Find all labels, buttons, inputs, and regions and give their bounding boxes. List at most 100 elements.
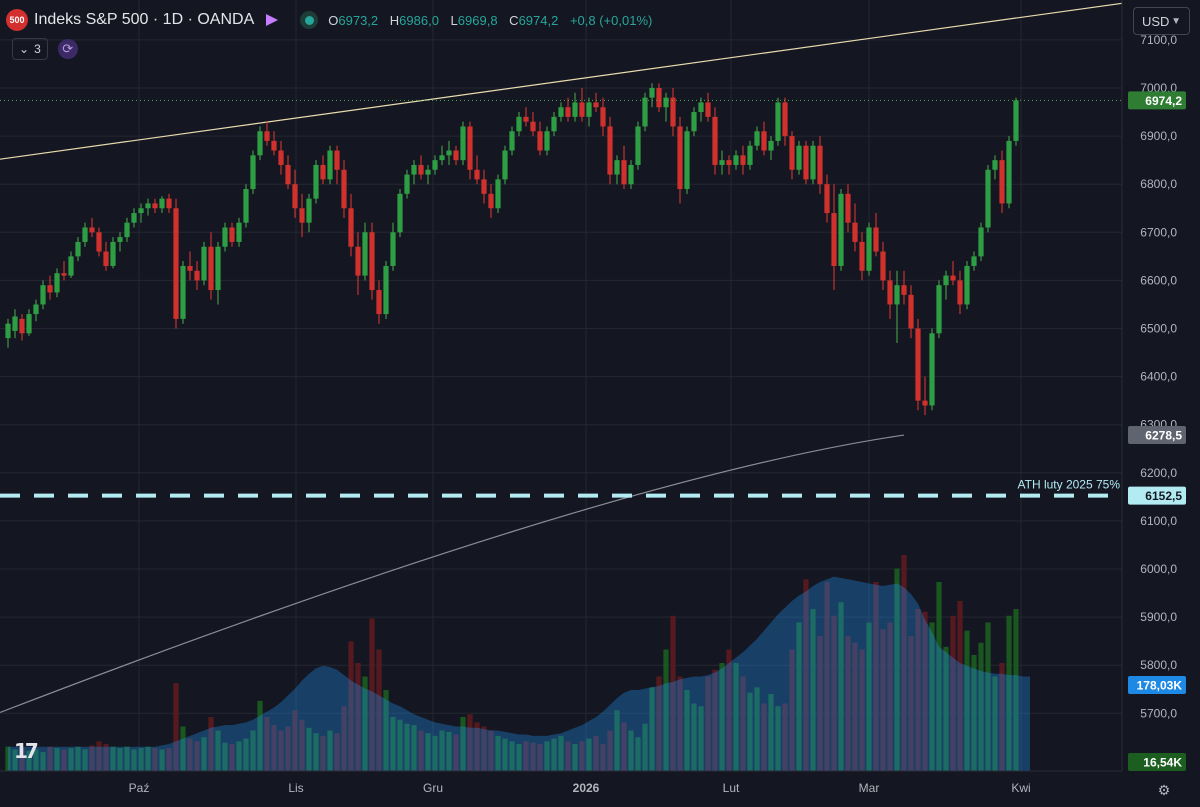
volume-bar <box>537 744 543 771</box>
flag-icon[interactable] <box>266 14 279 26</box>
volume-bar <box>593 735 599 771</box>
candle-body <box>621 160 627 185</box>
volume-bar <box>523 741 529 771</box>
volume-bar <box>68 748 74 771</box>
volume-bar <box>390 717 396 771</box>
candle-body <box>775 102 781 141</box>
candle-body <box>250 155 256 190</box>
volume-bar <box>565 741 571 771</box>
candle-body <box>159 198 165 209</box>
volume-bar <box>446 731 452 771</box>
time-tick-label: Lis <box>288 781 303 795</box>
open-value: 6973,2 <box>338 12 379 28</box>
volume-bar <box>488 730 494 771</box>
ath-price-badge: 6152,5 <box>1145 489 1182 503</box>
candle-body <box>411 164 417 175</box>
candle-body <box>796 145 802 170</box>
candle-body <box>320 164 326 180</box>
volume-bar <box>194 741 200 771</box>
candle-body <box>68 256 74 276</box>
volume-bar <box>943 646 949 771</box>
candle-body <box>355 246 361 276</box>
volume-bar <box>131 749 137 771</box>
ath-price-badge-bg <box>1128 486 1186 505</box>
volume-bar <box>901 555 907 771</box>
volume-bar <box>411 725 417 771</box>
volume-bar <box>96 741 102 771</box>
trendline-segment <box>0 0 1151 160</box>
volume-bar <box>145 746 151 771</box>
volume-bar <box>236 741 242 771</box>
refresh-icon[interactable]: ⟳ <box>57 39 78 59</box>
volume-bar <box>348 641 354 771</box>
volume-bar <box>894 568 900 771</box>
volume-bar <box>201 737 207 771</box>
symbol-title[interactable]: Indeks S&P 500 · 1D · OANDA <box>34 11 255 28</box>
volume-ma-area <box>8 576 1030 771</box>
volume-bar <box>915 609 921 771</box>
volume-bar <box>516 744 522 771</box>
volume-bar <box>418 730 424 771</box>
candle-body <box>271 140 277 151</box>
volume-bar <box>278 730 284 771</box>
candle-body <box>936 285 942 334</box>
volume-bar <box>803 579 809 771</box>
volume-bar <box>544 741 550 771</box>
candle-body <box>971 256 977 266</box>
candle-body <box>110 241 116 266</box>
tradingview-logo-icon[interactable]: 17 <box>14 739 39 763</box>
price-axis-panel[interactable] <box>1122 0 1200 807</box>
volume-bar <box>215 730 221 771</box>
symbol-logo[interactable]: 500 <box>6 9 28 31</box>
candle-body <box>747 145 753 165</box>
settings-icon[interactable]: ⚙ <box>1157 781 1171 798</box>
candle-body <box>761 131 767 151</box>
volume-bar <box>110 746 116 771</box>
indicator-row: ⌄ 3 ⟳ <box>12 38 78 60</box>
candle-body <box>551 116 557 132</box>
volume-bar <box>1013 609 1019 771</box>
volume-bar <box>404 723 410 771</box>
ma-price-badge-bg <box>1128 426 1186 445</box>
candle-body <box>278 150 284 165</box>
currency-selector[interactable]: USD ▼ <box>1133 7 1190 35</box>
volume-bar <box>789 649 795 771</box>
trendline[interactable] <box>0 0 1153 160</box>
volume-bar <box>866 622 872 771</box>
volume-bar <box>530 742 536 771</box>
price-axis-ticks: 7100,07000,06900,06800,06700,06600,06500… <box>1140 33 1177 720</box>
market-status-icon[interactable] <box>300 11 319 29</box>
candle-body <box>586 102 592 117</box>
time-axis-panel[interactable] <box>0 771 1200 807</box>
ath-annotation: ATH luty 2025 75% <box>1018 478 1121 492</box>
volume-bar <box>922 611 928 771</box>
volume-bar <box>334 733 340 771</box>
candle-body <box>369 232 375 291</box>
volume-bar <box>614 710 620 771</box>
volume-bar <box>705 676 711 771</box>
candle-body <box>439 155 445 161</box>
volume-bar <box>831 615 837 771</box>
candle-body <box>607 126 613 175</box>
candle-body <box>47 285 53 293</box>
candle-body <box>376 290 382 315</box>
candle-body <box>54 273 60 293</box>
volume-bar <box>495 735 501 771</box>
candle-body <box>341 169 347 209</box>
candle-body <box>1013 100 1019 141</box>
volume-bar <box>173 683 179 771</box>
volume-bar <box>12 749 18 771</box>
volume-bar <box>817 636 823 771</box>
volume-bar <box>61 749 67 771</box>
candle-body <box>383 265 389 315</box>
candle-body <box>187 265 193 271</box>
indicators-toggle[interactable]: ⌄ 3 <box>12 38 48 60</box>
volume-bar <box>957 600 963 771</box>
chart-grid <box>0 0 1122 771</box>
candle-body <box>929 333 935 406</box>
volume-bar <box>362 676 368 771</box>
volume-bar <box>502 738 508 771</box>
candle-body <box>397 193 403 233</box>
volume-bar <box>75 746 81 771</box>
